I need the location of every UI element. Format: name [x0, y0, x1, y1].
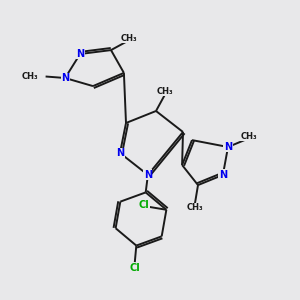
Text: CH₃: CH₃	[121, 34, 137, 43]
Text: N: N	[144, 170, 152, 180]
Text: CH₃: CH₃	[157, 87, 173, 96]
Text: CH₃: CH₃	[187, 203, 203, 212]
Text: Cl: Cl	[139, 200, 149, 210]
Text: N: N	[76, 49, 84, 59]
Text: N: N	[219, 170, 227, 180]
Text: Cl: Cl	[129, 263, 140, 273]
Text: N: N	[224, 142, 232, 152]
Text: N: N	[61, 73, 69, 83]
Text: CH₃: CH₃	[22, 72, 38, 81]
Text: N: N	[116, 148, 124, 158]
Text: CH₃: CH₃	[241, 132, 257, 141]
